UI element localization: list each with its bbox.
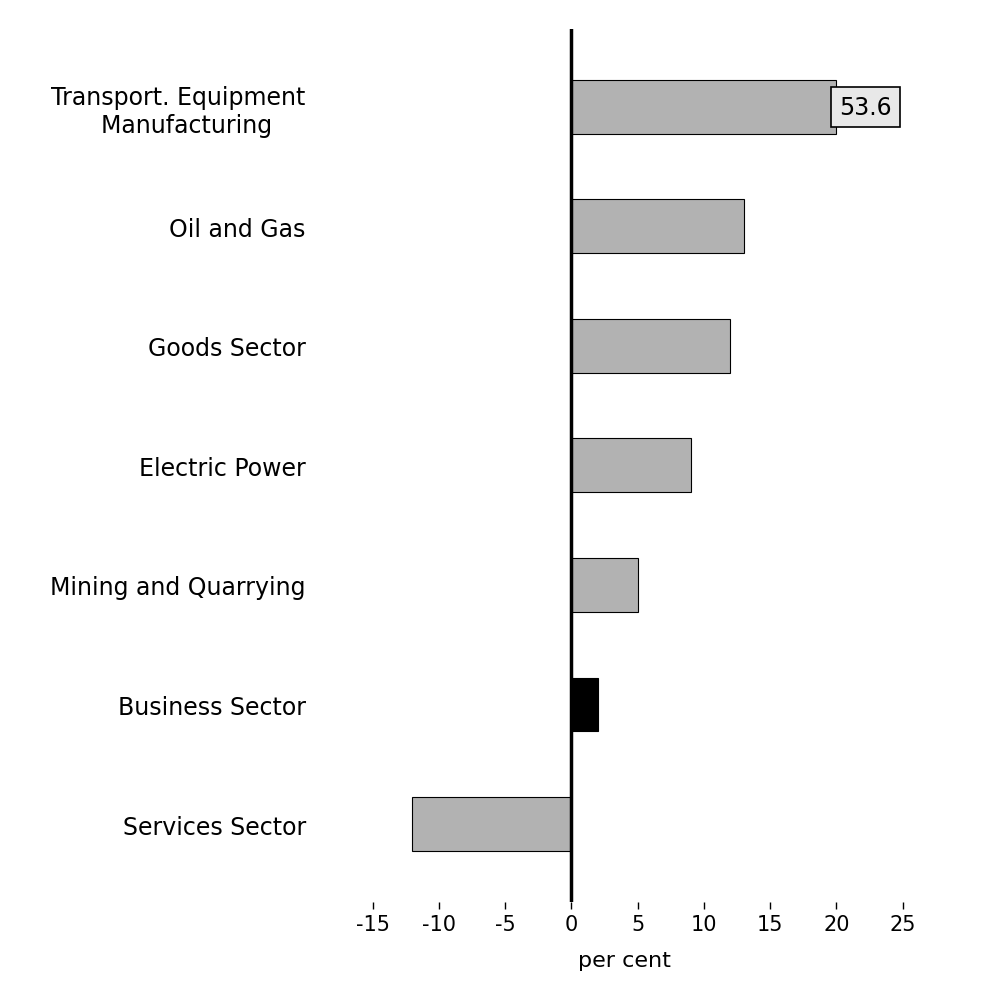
Bar	[571, 81, 836, 134]
Text: 53.6: 53.6	[839, 96, 892, 119]
Bar	[571, 558, 637, 612]
Bar	[571, 678, 597, 731]
Bar	[571, 439, 690, 493]
Bar	[571, 320, 730, 374]
X-axis label: per cent: per cent	[578, 950, 670, 970]
Bar	[413, 798, 571, 851]
Bar	[571, 200, 743, 254]
